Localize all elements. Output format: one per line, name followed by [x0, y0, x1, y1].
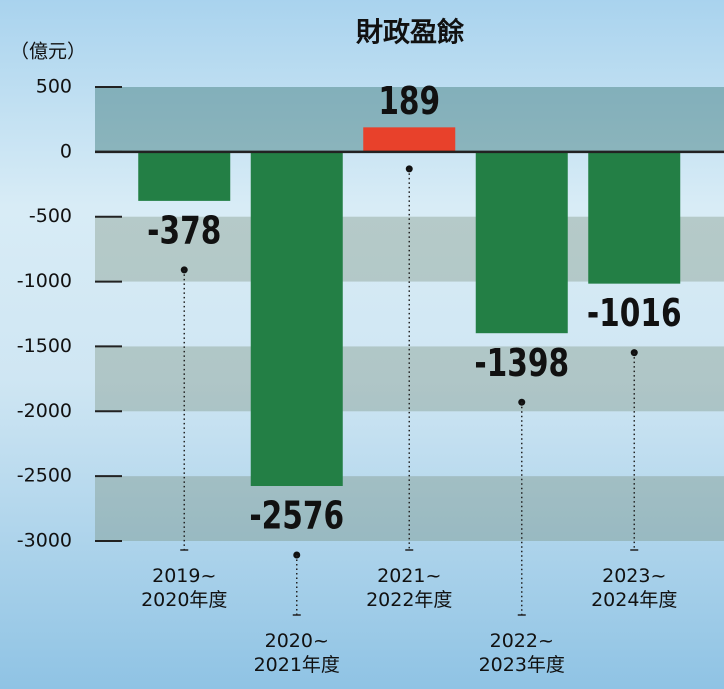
value-label: -2576: [249, 494, 344, 539]
bar: [250, 151, 343, 487]
y-tick-label: -1500: [17, 335, 72, 357]
y-tick-label: -2000: [17, 400, 72, 422]
x-tick-label: 2022~ 2023年度: [478, 630, 565, 676]
y-tick-label: 500: [36, 76, 72, 98]
y-tick-label: -1000: [17, 270, 72, 292]
x-tick-label: 2019~ 2020年度: [141, 565, 228, 611]
bar: [588, 151, 681, 284]
y-tick-label: -500: [29, 205, 72, 227]
band: [95, 346, 724, 412]
value-label: -378: [147, 209, 221, 254]
bar: [475, 151, 568, 334]
value-label: -1398: [474, 341, 569, 386]
y-tick-label: -2500: [17, 465, 72, 487]
bar: [138, 151, 231, 201]
bar: [363, 127, 456, 152]
x-tick-label: 2021~ 2022年度: [366, 565, 453, 611]
y-axis-label: （億元）: [10, 41, 86, 63]
chart-title: 財政盈餘: [356, 17, 465, 49]
y-tick-label: 0: [60, 140, 72, 162]
band: [95, 476, 724, 541]
y-tick-label: -3000: [17, 530, 72, 552]
value-label: -1016: [587, 292, 682, 337]
x-tick-label: 2023~ 2024年度: [591, 565, 678, 611]
value-label: 189: [378, 79, 440, 124]
x-tick-label: 2020~ 2021年度: [253, 630, 340, 676]
